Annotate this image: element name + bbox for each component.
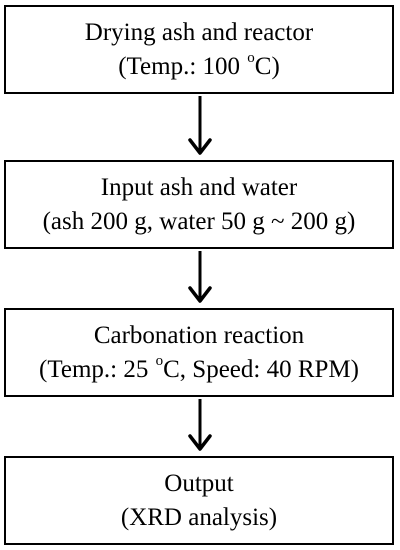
step-carbonation-title: Carbonation reaction bbox=[93, 321, 305, 349]
step-drying-title: Drying ash and reactor bbox=[84, 18, 314, 46]
degree-sup: o bbox=[247, 50, 255, 67]
step-drying-detail: (Temp.: 100 oC) bbox=[118, 50, 280, 80]
step-carbonation-box: Carbonation reaction (Temp.: 25 oC, Spee… bbox=[4, 308, 394, 397]
step-input-title: Input ash and water bbox=[100, 173, 298, 201]
step-output-box: Output (XRD analysis) bbox=[4, 456, 394, 545]
degree-sup: o bbox=[155, 353, 164, 370]
arrow-1 bbox=[188, 96, 212, 155]
arrow-2 bbox=[188, 251, 212, 303]
step-input-box: Input ash and water (ash 200 g, water 50… bbox=[4, 160, 394, 249]
step-output-title: Output bbox=[164, 469, 234, 497]
arrow-3 bbox=[188, 399, 212, 451]
step-output-detail: (XRD analysis) bbox=[120, 503, 278, 531]
step-drying-box: Drying ash and reactor (Temp.: 100 oC) bbox=[4, 5, 394, 94]
step-carbonation-detail: (Temp.: 25 oC, Speed: 40 RPM) bbox=[39, 353, 359, 383]
step-input-detail: (ash 200 g, water 50 g ~ 200 g) bbox=[42, 207, 356, 235]
